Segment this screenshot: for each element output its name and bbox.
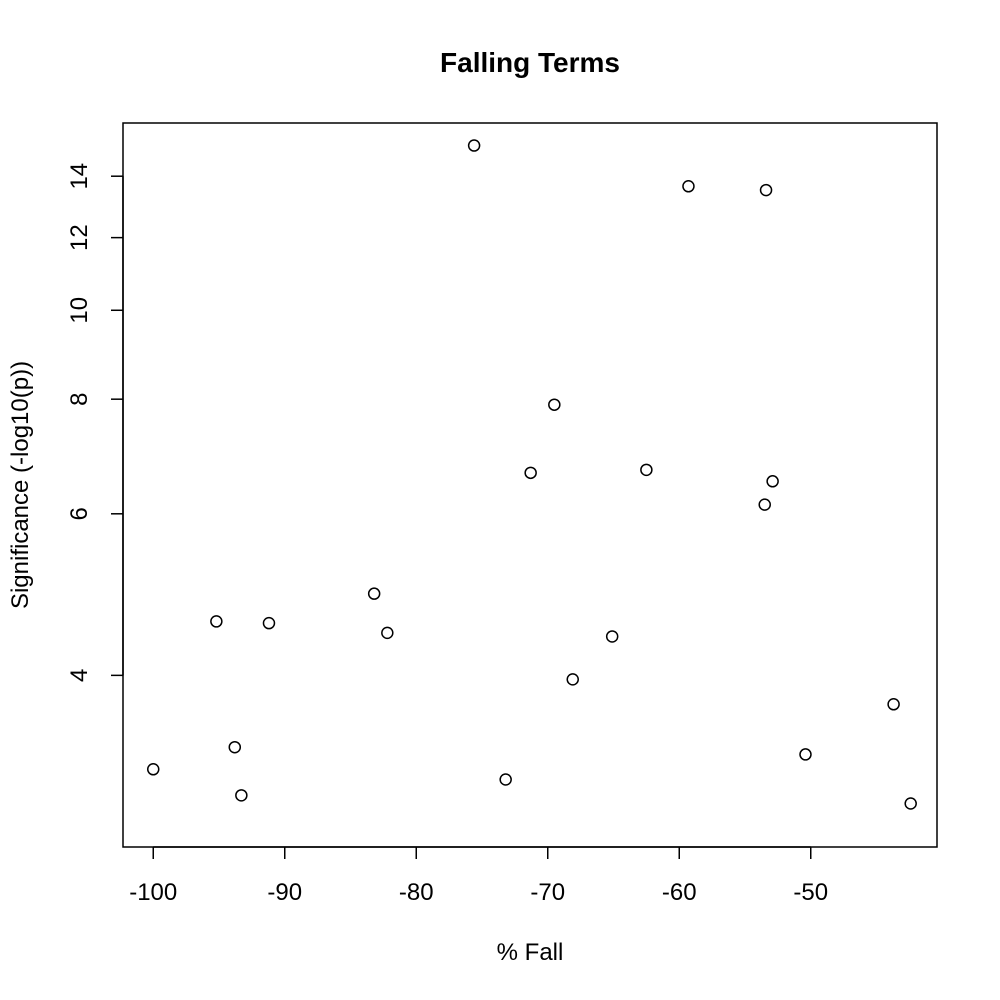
y-tick-label: 10 bbox=[66, 297, 93, 324]
y-axis-label: Significance (-log10(p)) bbox=[7, 361, 34, 609]
x-tick-label: -90 bbox=[267, 879, 302, 906]
y-axis: 4 6 8 10 12 14 bbox=[66, 163, 124, 682]
data-point bbox=[799, 748, 812, 761]
y-tick-label: 12 bbox=[66, 224, 93, 251]
data-point bbox=[499, 773, 512, 786]
data-point bbox=[887, 698, 900, 711]
data-point bbox=[682, 180, 695, 193]
plot-frame bbox=[122, 122, 938, 848]
data-point bbox=[524, 466, 537, 480]
y-tick-label: 6 bbox=[66, 507, 93, 520]
x-tick-label: -60 bbox=[662, 879, 697, 906]
data-point bbox=[262, 616, 276, 630]
y-tick-label: 4 bbox=[66, 669, 93, 682]
data-point bbox=[904, 797, 917, 810]
data-point bbox=[548, 398, 561, 411]
data-point bbox=[146, 763, 160, 776]
data-point bbox=[640, 463, 653, 477]
data-point bbox=[758, 498, 771, 511]
x-tick-label: -100 bbox=[129, 879, 177, 906]
x-tick-label: -50 bbox=[793, 879, 828, 906]
x-axis: -100 -90 -80 -70 -60 -50 bbox=[129, 846, 828, 906]
data-point bbox=[566, 673, 579, 686]
data-points bbox=[146, 139, 917, 810]
x-tick-label: -70 bbox=[530, 879, 565, 906]
data-point bbox=[210, 615, 223, 628]
y-tick-label: 14 bbox=[66, 163, 93, 190]
data-point bbox=[467, 139, 481, 152]
y-tick-label: 8 bbox=[66, 392, 93, 405]
data-point bbox=[228, 740, 242, 754]
data-point bbox=[605, 630, 619, 643]
data-point bbox=[367, 587, 381, 600]
data-point bbox=[766, 475, 779, 488]
x-axis-label: % Fall bbox=[497, 939, 564, 966]
data-point bbox=[381, 626, 394, 640]
chart-title: Falling Terms bbox=[440, 47, 620, 78]
x-tick-label: -80 bbox=[399, 879, 434, 906]
data-point bbox=[759, 183, 773, 197]
data-point bbox=[235, 789, 248, 802]
